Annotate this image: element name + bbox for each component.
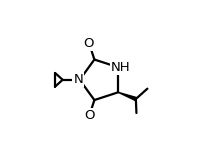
Polygon shape xyxy=(118,92,136,100)
Text: O: O xyxy=(84,37,94,50)
Text: N: N xyxy=(73,73,83,86)
Text: O: O xyxy=(84,109,95,122)
Text: NH: NH xyxy=(111,61,130,74)
